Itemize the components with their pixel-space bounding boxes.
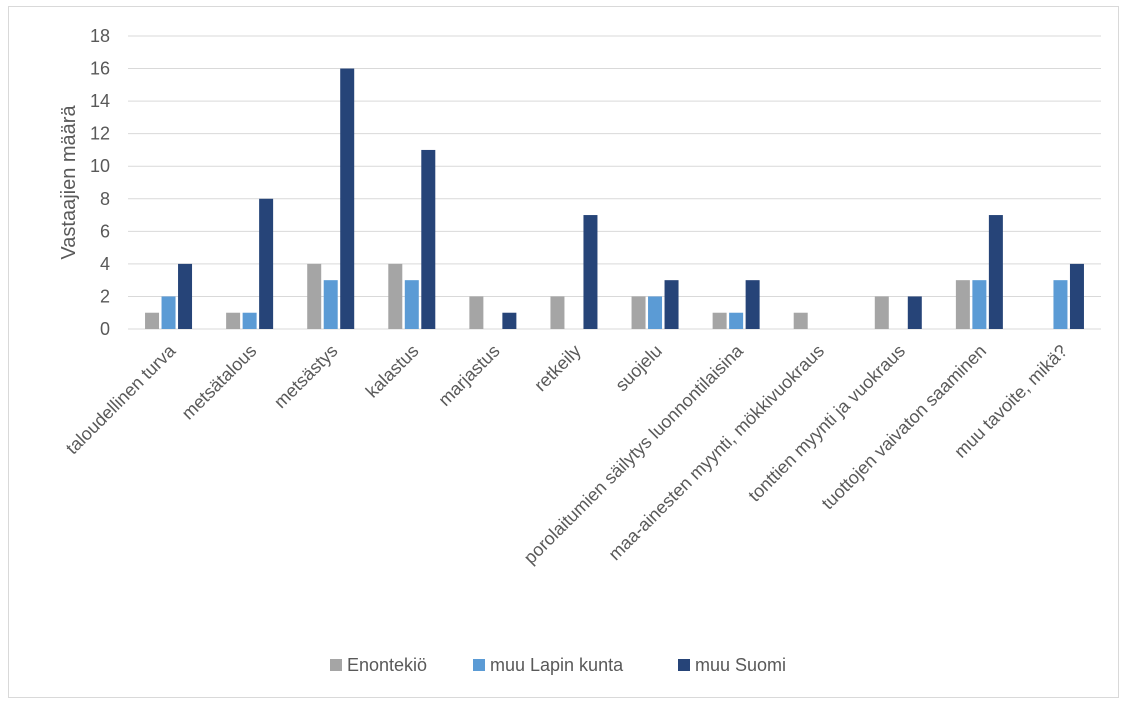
- y-tick-label: 14: [90, 91, 110, 111]
- bar-3-5: [502, 312, 517, 329]
- bar-3-8: [745, 280, 760, 329]
- x-category-label: marjastus: [434, 341, 503, 410]
- y-tick-label: 2: [100, 286, 110, 306]
- bar-3-10: [907, 296, 922, 329]
- x-category-label: metsätalous: [178, 341, 261, 424]
- bar-3-6: [583, 215, 598, 329]
- bar-1-2: [226, 312, 241, 329]
- legend: Enontekiö muu Lapin kunta muu Suomi: [330, 655, 786, 675]
- bar-3-12: [1069, 263, 1084, 329]
- y-tick-label: 12: [90, 124, 110, 144]
- bars: [145, 68, 1084, 330]
- legend-swatch-3: [678, 659, 690, 671]
- legend-label-1: Enontekiö: [347, 655, 427, 675]
- bar-1-10: [874, 296, 889, 329]
- gridlines: [128, 35, 1101, 330]
- bar-1-8: [712, 312, 727, 329]
- legend-label-2: muu Lapin kunta: [490, 655, 624, 675]
- bar-2-2: [242, 312, 257, 329]
- x-category-label: taloudellinen turva: [62, 340, 180, 458]
- y-tick-label: 16: [90, 59, 110, 79]
- bar-1-4: [388, 263, 403, 329]
- y-axis-ticks: 0 2 4 6 8 10 12 14 16 18: [90, 26, 110, 339]
- y-tick-label: 6: [100, 221, 110, 241]
- bar-2-4: [404, 280, 419, 329]
- bar-2-1: [161, 296, 176, 329]
- y-tick-label: 18: [90, 26, 110, 46]
- bar-1-11: [955, 280, 970, 329]
- bar-1-6: [550, 296, 565, 329]
- bar-3-1: [178, 263, 193, 329]
- bar-2-8: [729, 312, 744, 329]
- bar-1-7: [631, 296, 646, 329]
- legend-swatch-1: [330, 659, 342, 671]
- bar-1-5: [469, 296, 484, 329]
- x-category-label: retkeily: [530, 341, 584, 395]
- bar-2-3: [323, 280, 338, 329]
- bar-3-2: [259, 198, 274, 329]
- x-category-label: metsästys: [270, 341, 341, 412]
- legend-swatch-2: [473, 659, 485, 671]
- y-tick-label: 4: [100, 254, 110, 274]
- bar-2-7: [648, 296, 663, 329]
- legend-label-3: muu Suomi: [695, 655, 786, 675]
- x-category-label: tuottojen vaivaton saaminen: [818, 341, 991, 514]
- y-tick-label: 8: [100, 189, 110, 209]
- x-category-label: suojelu: [611, 341, 665, 395]
- y-axis-title: Vastaajien määrä: [58, 105, 80, 260]
- bar-3-3: [340, 68, 355, 330]
- bar-3-4: [421, 149, 436, 329]
- bar-1-3: [307, 263, 322, 329]
- bar-2-11: [972, 280, 987, 329]
- bar-3-7: [664, 280, 679, 329]
- bar-2-12: [1053, 280, 1068, 329]
- x-category-label: kalastus: [362, 341, 423, 402]
- bar-1-1: [145, 312, 160, 329]
- bar-1-9: [793, 312, 808, 329]
- y-tick-label: 10: [90, 156, 110, 176]
- bar-3-11: [988, 215, 1003, 329]
- y-tick-label: 0: [100, 319, 110, 339]
- chart-area: 0 2 4 6 8 10 12 14 16 18 taloudellinen turva metsä…: [8, 6, 1119, 698]
- x-category-label: tonttien myynti ja vuokraus: [744, 341, 909, 506]
